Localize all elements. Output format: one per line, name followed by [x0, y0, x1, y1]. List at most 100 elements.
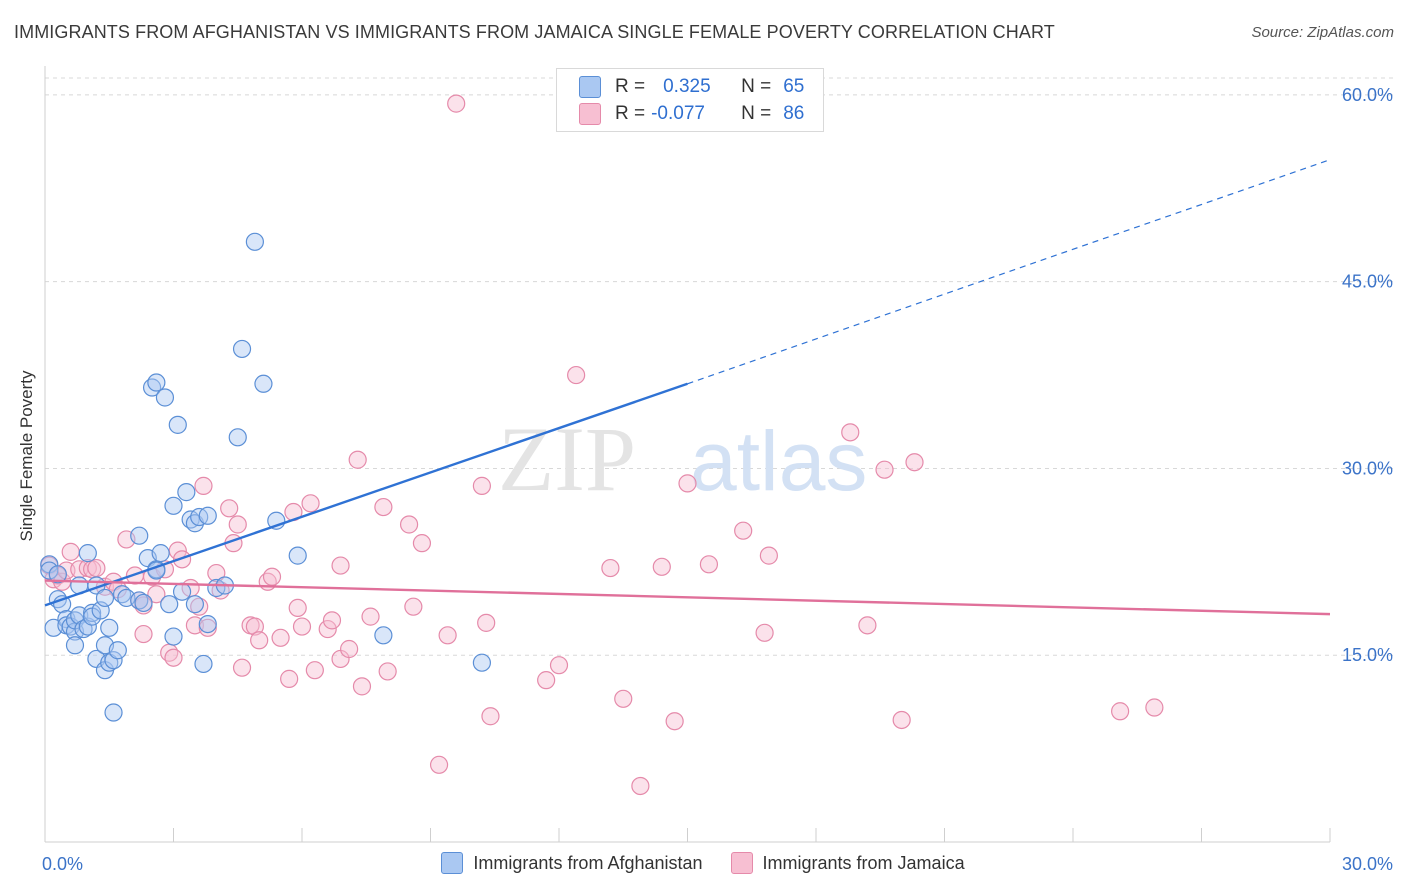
r-label: R = — [615, 103, 646, 124]
data-point-jamaica — [245, 617, 264, 636]
data-point-jamaica — [361, 607, 380, 626]
data-point-afghanistan — [100, 618, 119, 637]
data-point-jamaica — [134, 624, 153, 644]
watermark-atlas: atlas — [690, 414, 867, 508]
data-point-jamaica — [631, 776, 650, 796]
data-point-afghanistan — [232, 339, 252, 359]
y-tick-label: 30.0% — [1342, 458, 1393, 478]
data-point-jamaica — [352, 677, 372, 696]
legend-label-afghanistan: Immigrants from Afghanistan — [473, 852, 703, 873]
watermark: ZIP atlas — [498, 408, 867, 510]
data-point-jamaica — [429, 755, 449, 774]
jamaica-swatch — [730, 852, 753, 874]
data-point-jamaica — [271, 628, 290, 647]
data-point-jamaica — [262, 567, 282, 586]
data-point-jamaica — [292, 617, 312, 636]
n-label: N = — [741, 103, 772, 124]
legend-item-afghanistan[interactable]: Immigrants from Afghanistan — [441, 852, 703, 874]
data-point-jamaica — [378, 662, 397, 681]
afghanistan-swatch — [441, 852, 464, 874]
data-point-jamaica — [305, 661, 324, 680]
r-value: 0.325 — [663, 76, 711, 97]
data-point-jamaica — [164, 648, 183, 667]
data-point-jamaica — [250, 631, 269, 650]
data-point-afghanistan — [177, 483, 196, 502]
data-point-jamaica — [678, 474, 697, 493]
data-point-jamaica — [404, 597, 423, 616]
data-point-afghanistan — [155, 388, 175, 407]
series-legend: Immigrants from Afghanistan Immigrants f… — [0, 852, 1406, 874]
data-point-afghanistan — [198, 614, 217, 634]
data-point-jamaica — [601, 558, 620, 578]
legend-item-jamaica[interactable]: Immigrants from Jamaica — [730, 852, 965, 874]
data-point-jamaica — [734, 521, 753, 540]
data-point-afghanistan — [198, 506, 217, 525]
trend-line-afghanistan-projection — [687, 159, 1331, 385]
data-point-afghanistan — [374, 626, 393, 645]
data-point-jamaica — [340, 639, 359, 659]
data-point-jamaica — [665, 712, 684, 731]
data-point-jamaica — [841, 423, 860, 442]
data-point-afghanistan — [104, 651, 123, 670]
data-point-jamaica — [652, 557, 671, 576]
watermark-zip: ZIP — [498, 408, 636, 510]
data-point-afghanistan — [134, 593, 153, 613]
data-point-afghanistan — [288, 546, 307, 565]
data-point-jamaica — [472, 476, 491, 495]
y-tick-label: 45.0% — [1342, 272, 1393, 292]
y-tick-label: 60.0% — [1342, 85, 1393, 105]
r-label: R = — [615, 76, 646, 97]
data-point-jamaica — [331, 556, 350, 575]
data-point-jamaica — [755, 623, 774, 642]
data-point-jamaica — [87, 558, 106, 578]
legend-label-jamaica: Immigrants from Jamaica — [762, 852, 965, 873]
data-point-afghanistan — [78, 617, 97, 636]
data-point-jamaica — [399, 515, 419, 534]
data-point-jamaica — [288, 598, 307, 618]
data-point-jamaica — [477, 613, 496, 632]
data-point-jamaica — [438, 626, 457, 645]
x-tick-label: 0.0% — [42, 854, 83, 874]
trend-line-jamaica — [44, 579, 1331, 616]
data-point-jamaica — [374, 497, 393, 517]
data-point-afghanistan — [172, 582, 192, 601]
data-point-afghanistan — [95, 588, 115, 608]
n-value: 65 — [783, 76, 805, 97]
data-point-jamaica — [194, 476, 213, 495]
data-point-afghanistan — [254, 374, 273, 393]
data-point-jamaica — [875, 460, 894, 479]
data-point-afghanistan — [164, 627, 183, 646]
data-point-jamaica — [549, 656, 569, 675]
data-point-afghanistan — [147, 373, 166, 392]
axis-labels: 15.0% 30.0% 45.0% 60.0% 0.0% 30.0% Single Fema… — [17, 85, 1393, 874]
trend-line-afghanistan — [44, 382, 688, 607]
data-point-jamaica — [412, 534, 432, 553]
data-point-afghanistan — [168, 415, 187, 434]
data-point-afghanistan — [194, 654, 213, 674]
data-point-jamaica — [280, 669, 299, 688]
data-point-jamaica — [301, 494, 320, 513]
stats-legend-row-jamaica: R = -0.077 N = 86 — [579, 101, 804, 127]
r-value: -0.077 — [651, 103, 705, 124]
data-point-afghanistan — [228, 428, 247, 447]
data-point-jamaica — [318, 619, 337, 639]
data-point-jamaica — [481, 707, 500, 726]
data-point-afghanistan — [472, 653, 491, 672]
data-point-jamaica — [614, 689, 633, 708]
stats-legend: R = 0.325 N = 65 R = -0.077 N = 86 — [556, 68, 824, 132]
grid-lines — [45, 77, 1394, 656]
series-afghanistan-points — [40, 232, 491, 722]
data-point-afghanistan — [104, 703, 123, 722]
data-point-jamaica — [207, 563, 226, 583]
data-point-jamaica — [447, 94, 466, 113]
jamaica-swatch — [579, 103, 601, 125]
data-point-jamaica — [322, 611, 342, 630]
data-point-jamaica — [759, 546, 778, 565]
chart-title: IMMIGRANTS FROM AFGHANISTAN VS IMMIGRANT… — [14, 22, 1055, 42]
data-point-jamaica — [567, 365, 586, 385]
data-point-afghanistan — [65, 636, 85, 655]
stats-legend-row-afghanistan: R = 0.325 N = 65 — [579, 74, 804, 100]
data-point-jamaica — [220, 499, 239, 518]
data-point-afghanistan — [185, 595, 205, 614]
